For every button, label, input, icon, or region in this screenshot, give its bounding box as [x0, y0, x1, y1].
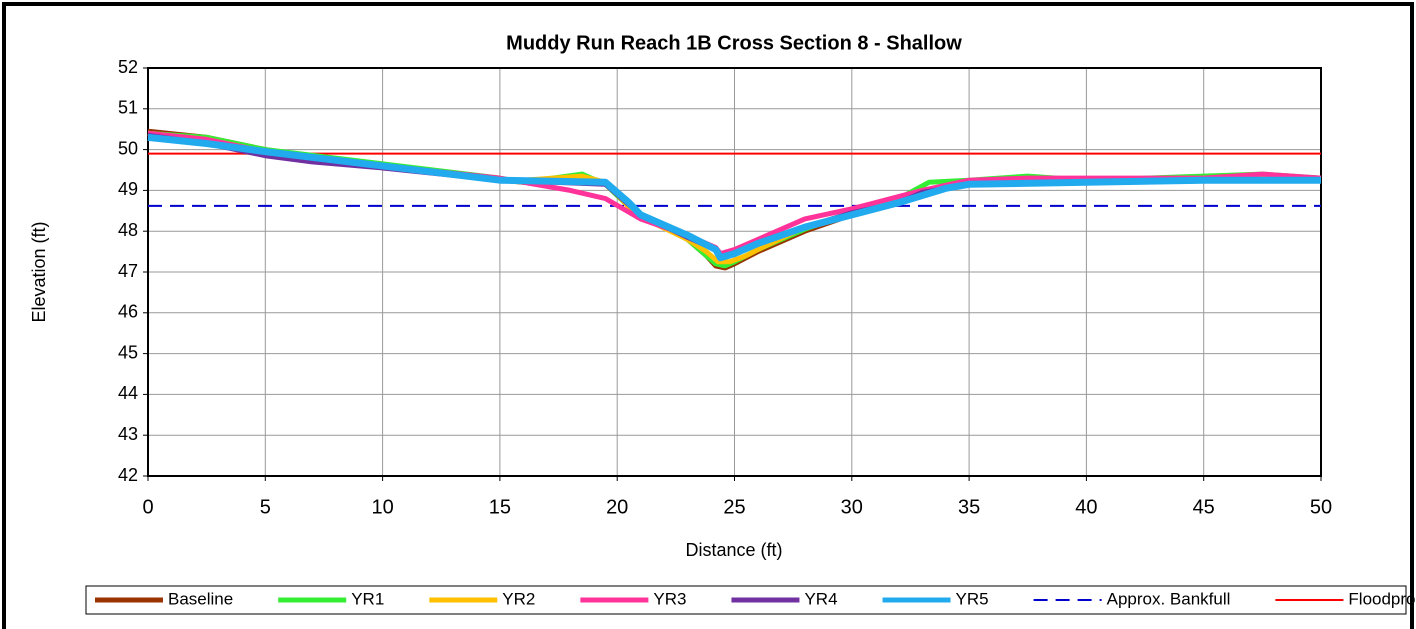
- legend-label: Approx. Bankfull: [1107, 589, 1231, 608]
- x-tick-label: 50: [1310, 496, 1332, 518]
- x-tick-label: 40: [1075, 496, 1097, 518]
- x-tick-label: 0: [142, 496, 153, 518]
- legend-label: YR4: [804, 589, 837, 608]
- legend-label: YR3: [653, 589, 686, 608]
- x-tick-label: 20: [606, 496, 628, 518]
- x-tick-label: 35: [958, 496, 980, 518]
- y-axis-label: Elevation (ft): [29, 221, 49, 322]
- y-tick-label: 42: [118, 465, 138, 485]
- x-tick-label: 5: [260, 496, 271, 518]
- y-tick-label: 44: [118, 383, 138, 403]
- y-tick-label: 46: [118, 302, 138, 322]
- legend-label: Baseline: [168, 589, 233, 608]
- x-tick-label: 10: [371, 496, 393, 518]
- x-tick-label: 30: [841, 496, 863, 518]
- y-tick-label: 48: [118, 220, 138, 240]
- y-tick-label: 50: [118, 138, 138, 158]
- legend-label: YR1: [351, 589, 384, 608]
- y-tick-label: 47: [118, 261, 138, 281]
- series-line: [147, 133, 1321, 262]
- legend-label: YR5: [956, 589, 989, 608]
- y-tick-label: 43: [118, 424, 138, 444]
- y-tick-label: 52: [118, 57, 138, 77]
- y-tick-label: 49: [118, 179, 138, 199]
- x-tick-label: 15: [489, 496, 511, 518]
- x-tick-label: 45: [1193, 496, 1215, 518]
- y-tick-label: 51: [118, 98, 138, 118]
- x-tick-label: 25: [723, 496, 745, 518]
- chart-title: Muddy Run Reach 1B Cross Section 8 - Sha…: [506, 32, 962, 54]
- legend-label: YR2: [502, 589, 535, 608]
- plot-frame: [147, 67, 1322, 477]
- legend-label: Floodprone Area: [1348, 589, 1416, 608]
- x-axis-label: Distance (ft): [685, 540, 782, 560]
- y-tick-label: 45: [118, 342, 138, 362]
